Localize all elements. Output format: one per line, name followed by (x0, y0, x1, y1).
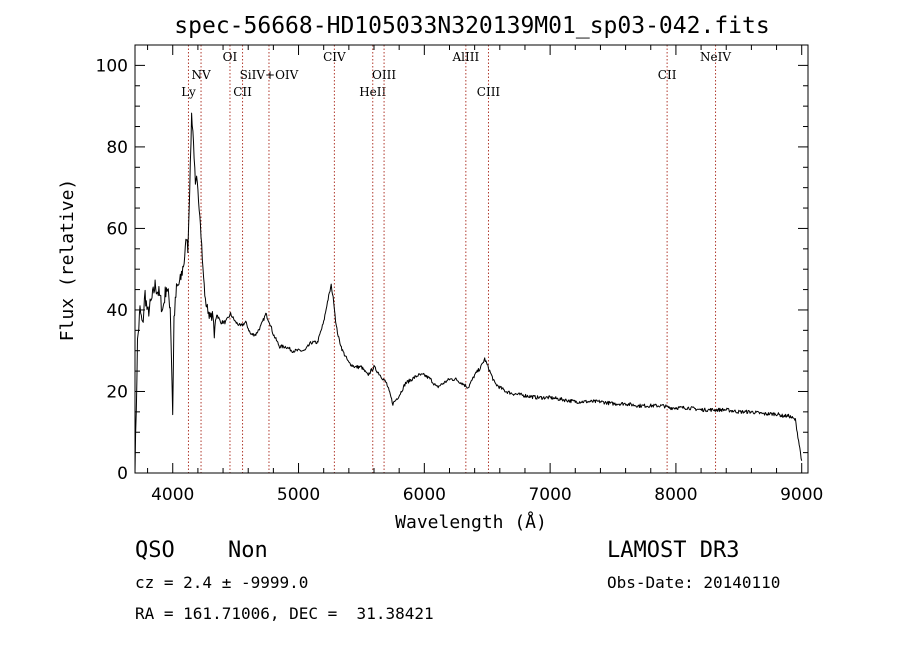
y-axis-label: Flux (relative) (57, 179, 78, 342)
x-tick-label: 6000 (403, 485, 446, 505)
object-subclass: Non (228, 538, 268, 563)
x-axis-label: Wavelength (Å) (395, 511, 547, 533)
spectrum-line (134, 112, 803, 474)
y-tick-label: 20 (106, 382, 128, 402)
y-axis: 0 20 40 60 80 100 (96, 56, 808, 484)
object-class: QSO (135, 538, 175, 563)
x-tick-label: 8000 (654, 485, 697, 505)
plot-frame (134, 44, 809, 474)
emission-line-label: HeII (359, 85, 386, 99)
emission-line-label: CII (658, 68, 677, 82)
coordinates: RA = 161.71006, DEC = 31.38421 (135, 604, 434, 623)
emission-line-label: CII (233, 85, 252, 99)
observation-date: Obs-Date: 20140110 (607, 573, 781, 592)
emission-line-label: NeIV (700, 50, 731, 64)
x-tick-label: 4000 (151, 485, 194, 505)
emission-line-label: OI (223, 50, 238, 64)
spectrum-series (134, 112, 803, 474)
emission-lines: Ly NV OI CII SiIV+OIV CIV HeII OIII AlIII CIII CII… (181, 45, 731, 473)
emission-line-label: SiIV+OIV (240, 68, 299, 82)
x-tick-label: 7000 (528, 485, 571, 505)
x-tick-label: 9000 (780, 485, 823, 505)
emission-line-label: CIV (323, 50, 346, 64)
survey-name: LAMOST DR3 (607, 538, 740, 563)
emission-line-label: AlIII (451, 50, 479, 64)
emission-line-label: Ly (181, 85, 196, 99)
emission-line-label: NV (191, 68, 211, 82)
y-tick-label: 80 (106, 138, 128, 158)
y-tick-label: 100 (96, 56, 128, 76)
emission-line-label: OIII (372, 68, 396, 82)
x-axis: 4000 5000 6000 7000 8000 9000 (147, 45, 823, 505)
redshift-cz: cz = 2.4 ± -9999.0 (135, 573, 309, 592)
x-tick-label: 5000 (277, 485, 320, 505)
y-tick-label: 40 (106, 301, 128, 321)
chart-title: spec-56668-HD105033N320139M01_sp03-042.f… (174, 13, 769, 39)
y-tick-label: 60 (106, 219, 128, 239)
emission-line-label: CIII (477, 85, 501, 99)
y-tick-label: 0 (117, 464, 128, 484)
